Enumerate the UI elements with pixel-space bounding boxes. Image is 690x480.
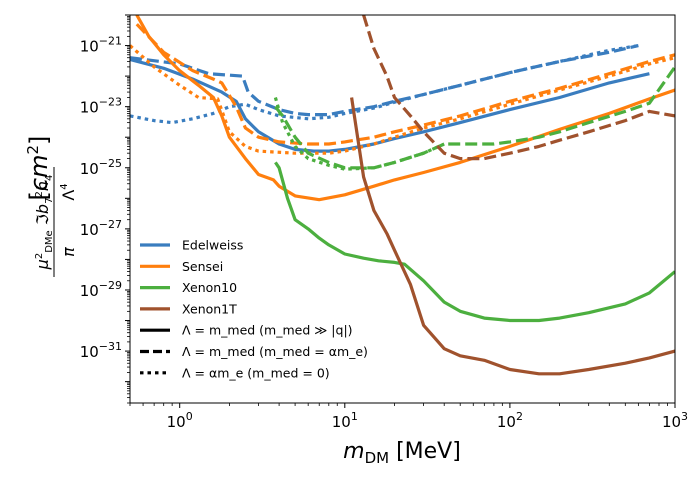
series-xenon10-solid [274,161,675,323]
svg-text:μ2DMe ℑb72h4: μ2DMe ℑb72h4 [33,175,55,271]
legend-label-solid: Λ = m_med (m_med ≫ |q|) [182,323,353,338]
legend: Edelweiss Sensei Xenon10 Xenon1T Λ = m_med (… [140,238,368,380]
y-tick-label: 10−23 [80,96,122,117]
y-tick-label: 10−25 [80,157,122,178]
series-xenon10-dotted [273,97,445,171]
x-tick-label: 101 [332,410,358,431]
x-tick-label: 103 [662,410,688,431]
legend-label-sensei: Sensei [182,259,223,274]
series-edelweiss-dashed [130,44,639,117]
series-edelweiss-solid [130,57,650,153]
series-sensei-solid [135,15,675,202]
legend-label-xenon1t: Xenon1T [182,301,237,316]
x-axis-label: mDM [MeV] [343,439,461,467]
svg-text:π: π [59,247,78,257]
plot-frame [129,14,676,404]
legend-label-dashed: Λ = m_med (m_med = αm_e) [182,344,368,359]
svg-text:Λ4: Λ4 [59,183,78,200]
svg-text:[cm2]: [cm2] [24,136,53,201]
y-tick-label: 10−31 [80,340,122,361]
y-axis-label: μ2DMe ℑb72h4 π Λ4 [cm2] [24,136,78,277]
legend-label-xenon10: Xenon10 [182,280,237,295]
legend-label-edelweiss: Edelweiss [182,238,243,253]
y-tick-label: 10−21 [80,35,122,56]
curves-group [130,15,675,376]
x-tick-label: 100 [167,410,193,431]
y-tick-label: 10−29 [80,279,122,300]
y-tick-label: 10−27 [80,218,122,239]
series-sensei-dashed [135,23,675,146]
series-xenon1t-dashed [362,15,675,161]
series-xenon10-dashed [274,65,675,170]
x-tick-label: 102 [497,410,523,431]
legend-label-dotted: Λ = αm_e (m_med = 0) [182,365,330,380]
series-xenon1t-solid [350,97,675,376]
ticks-group: 100 101 102 103 10−21 10−23 10−25 10−27 10−29 10−… [80,14,688,431]
